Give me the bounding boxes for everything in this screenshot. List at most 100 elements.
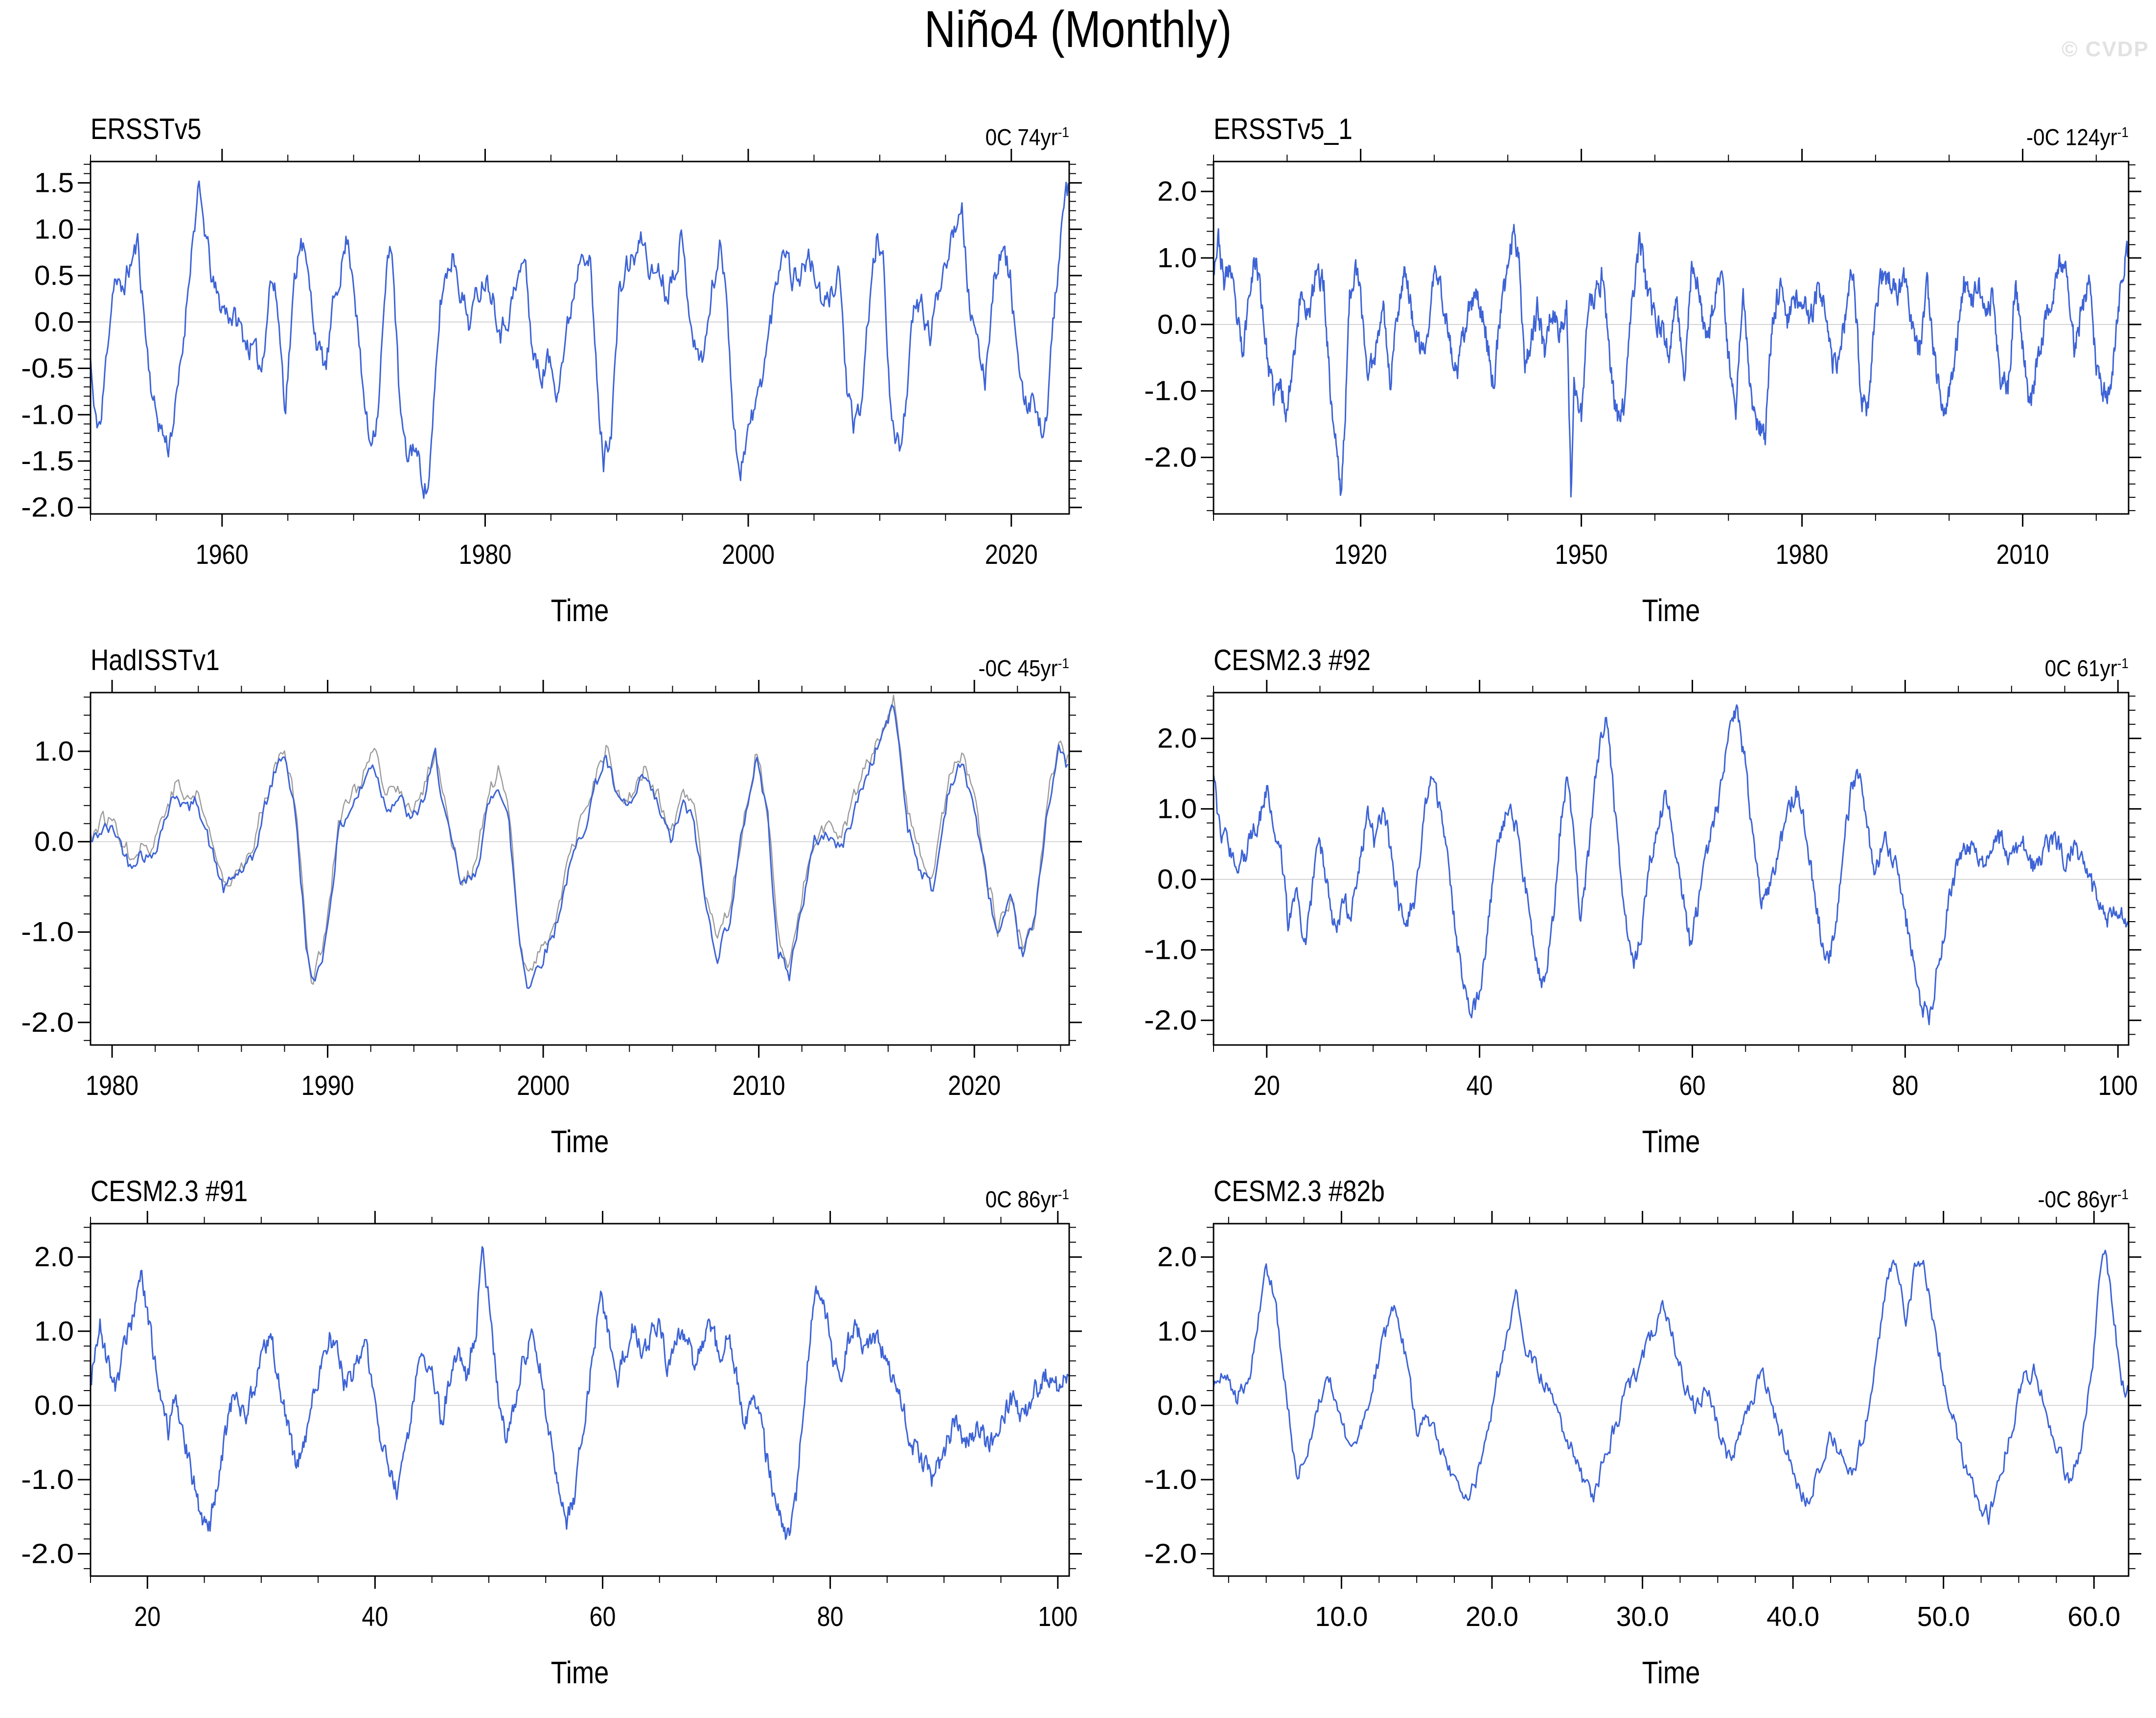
trend-value: -0C 124yr <box>2026 124 2117 150</box>
svg-text:-1.5: -1.5 <box>21 445 74 477</box>
panel-ersstv5-plot: 1960 1980 2000 2020 1.5 1.0 0.5 0.0 -0.5 -1.0 -1.5… <box>21 149 1082 570</box>
svg-text:2010: 2010 <box>733 1070 785 1101</box>
cvdp-watermark: © CVDP <box>2062 37 2149 61</box>
panel-trend-annotation: 0C 86yr-1 <box>188 1183 1069 1212</box>
svg-text:2020: 2020 <box>948 1070 1001 1101</box>
svg-text:1.0: 1.0 <box>1157 793 1197 825</box>
svg-text:2000: 2000 <box>722 539 775 570</box>
trend-value: 0C 86yr <box>985 1186 1058 1212</box>
svg-text:2.0: 2.0 <box>1157 1241 1197 1273</box>
panel-cesm23-82b: CESM2.3 #82b -0C 86yr-1 10.0 20.0 30.0 40.0… <box>1121 1155 2156 1718</box>
svg-text:1920: 1920 <box>1334 539 1387 570</box>
panel-trend-annotation: 0C 74yr-1 <box>188 120 1069 150</box>
svg-text:0.0: 0.0 <box>34 306 74 338</box>
svg-text:1.0: 1.0 <box>34 1316 74 1347</box>
svg-text:2010: 2010 <box>1996 539 2049 570</box>
svg-text:1950: 1950 <box>1555 539 1608 570</box>
panel-hadisstv1-plot: 1980 1990 2000 2010 2020 1.0 0.0 -1.0 -2.0 <box>21 680 1082 1101</box>
panel-trend-annotation: -0C 86yr-1 <box>1305 1183 2129 1212</box>
svg-text:-2.0: -2.0 <box>21 1007 74 1038</box>
trend-value: -0C 86yr <box>2038 1186 2117 1212</box>
svg-text:-2.0: -2.0 <box>21 1538 74 1570</box>
panel-title: ERSSTv5_1 <box>1214 113 1353 145</box>
svg-text:60: 60 <box>1679 1070 1705 1101</box>
panel-ersstv5-1: ERSSTv5_1 -0C 124yr-1 1920 1950 1980 2010 2.… <box>1121 93 2156 656</box>
trend-exponent: -1 <box>1057 656 1069 672</box>
svg-text:1990: 1990 <box>301 1070 354 1101</box>
panel-cesm23-82b-plot: 10.0 20.0 30.0 40.0 50.0 60.0 2.0 1.0 0.0 -1.0 -2.… <box>1144 1211 2141 1632</box>
svg-text:0.0: 0.0 <box>34 1390 74 1421</box>
svg-text:80: 80 <box>1892 1070 1918 1101</box>
svg-text:80: 80 <box>817 1601 844 1632</box>
svg-text:1.5: 1.5 <box>34 167 74 199</box>
svg-text:-1.0: -1.0 <box>1144 934 1197 966</box>
panel-cesm23-92-plot: 20 40 60 80 100 2.0 1.0 0.0 -1.0 -2.0 <box>1144 680 2141 1101</box>
svg-text:40: 40 <box>1467 1070 1493 1101</box>
svg-text:1.0: 1.0 <box>1157 1316 1197 1347</box>
panel-title: CESM2.3 #92 <box>1214 644 1371 676</box>
panel-ersstv5: ERSSTv5 0C 74yr-1 1960 1980 2000 2020 1.5 1.0… <box>0 93 1096 656</box>
trend-exponent: -1 <box>1057 125 1069 140</box>
trend-exponent: -1 <box>2117 1187 2129 1203</box>
panel-title: HadISSTv1 <box>91 644 220 676</box>
trend-exponent: -1 <box>2117 125 2129 140</box>
panel-title: CESM2.3 #82b <box>1214 1175 1385 1207</box>
panel-trend-annotation: -0C 45yr-1 <box>188 651 1069 681</box>
svg-text:100: 100 <box>2098 1070 2138 1101</box>
svg-text:-1.0: -1.0 <box>21 1464 74 1495</box>
svg-text:0.0: 0.0 <box>1157 864 1197 895</box>
svg-text:-1.0: -1.0 <box>1144 375 1197 407</box>
svg-text:2.0: 2.0 <box>1157 723 1197 754</box>
svg-text:1960: 1960 <box>196 539 249 570</box>
svg-text:-1.0: -1.0 <box>21 399 74 430</box>
svg-text:60.0: 60.0 <box>2067 1601 2120 1632</box>
panel-cesm23-92: CESM2.3 #92 0C 61yr-1 20 40 60 80 100 2.0 1.0 0… <box>1121 624 2156 1187</box>
panel-cesm23-91-plot: 20 40 60 80 100 2.0 1.0 0.0 -1.0 -2.0 <box>21 1211 1082 1632</box>
svg-text:-0.5: -0.5 <box>21 353 74 384</box>
svg-text:10.0: 10.0 <box>1315 1601 1368 1632</box>
svg-text:-2.0: -2.0 <box>1144 442 1197 473</box>
svg-text:1.0: 1.0 <box>34 213 74 245</box>
svg-text:-2.0: -2.0 <box>21 492 74 523</box>
x-axis-title: Time <box>1642 593 1700 628</box>
svg-text:2020: 2020 <box>985 539 1038 570</box>
svg-text:1980: 1980 <box>86 1070 138 1101</box>
svg-text:100: 100 <box>1038 1601 1078 1632</box>
svg-text:0.0: 0.0 <box>34 826 74 858</box>
x-axis-title: Time <box>550 593 609 628</box>
trend-value: -0C 45yr <box>978 655 1058 681</box>
trend-value: 0C 74yr <box>985 124 1058 150</box>
figure-title: Niño4 (Monthly) <box>924 0 1232 58</box>
trend-exponent: -1 <box>2117 656 2129 672</box>
svg-text:-1.0: -1.0 <box>21 916 74 948</box>
svg-text:20.0: 20.0 <box>1466 1601 1518 1632</box>
svg-text:1980: 1980 <box>1776 539 1829 570</box>
svg-text:1.0: 1.0 <box>34 736 74 767</box>
svg-text:2000: 2000 <box>517 1070 570 1101</box>
panel-trend-annotation: 0C 61yr-1 <box>1305 651 2129 681</box>
trend-value: 0C 61yr <box>2044 655 2117 681</box>
svg-text:-1.0: -1.0 <box>1144 1464 1197 1495</box>
panel-cesm23-91: CESM2.3 #91 0C 86yr-1 20 40 60 80 100 2.0 1.0 0… <box>0 1155 1096 1718</box>
x-axis-title: Time <box>1642 1124 1700 1159</box>
svg-text:1.0: 1.0 <box>1157 242 1197 274</box>
svg-text:-2.0: -2.0 <box>1144 1538 1197 1570</box>
svg-text:40: 40 <box>362 1601 388 1632</box>
svg-text:40.0: 40.0 <box>1766 1601 1819 1632</box>
svg-text:0.0: 0.0 <box>1157 309 1197 340</box>
panel-title: CESM2.3 #91 <box>91 1175 248 1207</box>
x-axis-title: Time <box>550 1655 609 1690</box>
panel-title: ERSSTv5 <box>91 113 202 145</box>
x-axis-title: Time <box>550 1124 609 1159</box>
svg-text:30.0: 30.0 <box>1616 1601 1669 1632</box>
svg-text:20: 20 <box>1254 1070 1280 1101</box>
svg-text:50.0: 50.0 <box>1917 1601 1970 1632</box>
svg-text:60: 60 <box>590 1601 616 1632</box>
x-axis-title: Time <box>1642 1655 1700 1690</box>
svg-text:2.0: 2.0 <box>1157 176 1197 207</box>
svg-text:0.0: 0.0 <box>1157 1390 1197 1421</box>
trend-exponent: -1 <box>1057 1187 1069 1203</box>
panel-ersstv5-1-plot: 1920 1950 1980 2010 2.0 1.0 0.0 -1.0 -2.0 <box>1144 149 2141 570</box>
svg-text:0.5: 0.5 <box>34 260 74 291</box>
panel-trend-annotation: -0C 124yr-1 <box>1305 120 2129 150</box>
